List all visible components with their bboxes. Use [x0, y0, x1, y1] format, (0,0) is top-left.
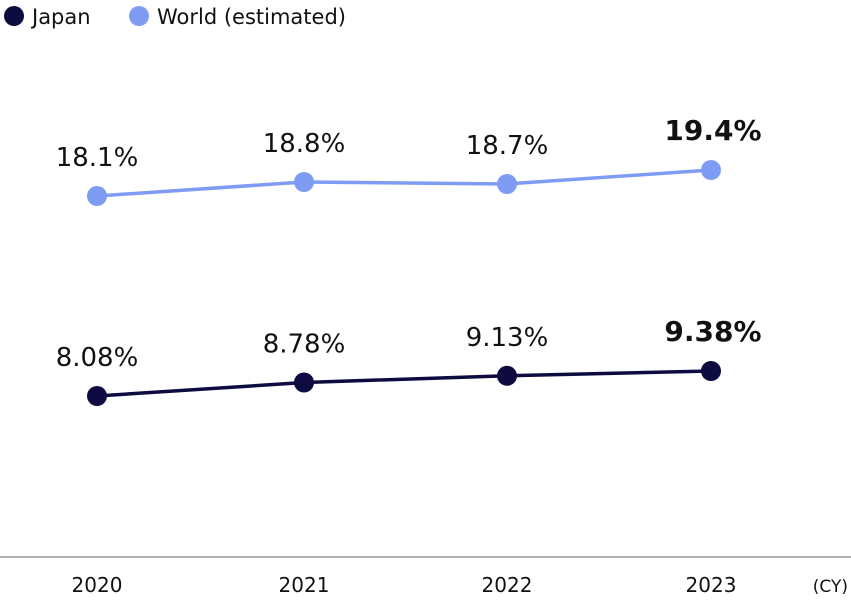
legend-item-world: World (estimated) — [129, 5, 346, 29]
series-world: 18.1% 18.8% 18.7% 19.4% — [56, 114, 762, 206]
legend: Japan World (estimated) — [4, 5, 346, 29]
x-tick-label-2022: 2022 — [482, 573, 533, 597]
data-point-japan-2020 — [87, 386, 107, 406]
data-label-world-2020: 18.1% — [56, 143, 139, 173]
legend-label: World (estimated) — [157, 5, 346, 29]
x-tick-label-2021: 2021 — [279, 573, 330, 597]
data-label-japan-2023: 9.38% — [664, 315, 761, 348]
legend-marker — [129, 6, 149, 26]
series-line-japan — [96, 369, 712, 398]
legend-item-japan: Japan — [4, 5, 91, 29]
data-point-japan-2022 — [497, 365, 517, 386]
series-line-world — [96, 168, 712, 198]
data-point-world-2023 — [701, 160, 721, 180]
data-label-world-2023: 19.4% — [664, 114, 761, 147]
x-axis-ticks: 2020 2021 2022 2023 — [72, 573, 737, 597]
x-tick-label-2020: 2020 — [72, 573, 123, 597]
x-tick-label-2023: 2023 — [686, 573, 737, 597]
data-point-japan-2021 — [294, 372, 314, 393]
series-layer: 8.08% 8.78% 9.13% 9.38% 18.1% 18.8% 18.7% 19.4% — [56, 114, 762, 406]
data-label-world-2022: 18.7% — [466, 131, 549, 161]
legend-marker — [4, 6, 24, 26]
data-point-world-2021 — [294, 172, 314, 192]
data-label-japan-2022: 9.13% — [466, 323, 549, 353]
data-label-world-2021: 18.8% — [263, 129, 346, 159]
data-label-japan-2020: 8.08% — [56, 343, 139, 373]
series-japan: 8.08% 8.78% 9.13% 9.38% — [56, 315, 762, 406]
data-point-world-2022 — [497, 174, 517, 194]
x-axis-unit-label: (CY) — [813, 577, 848, 597]
data-label-japan-2021: 8.78% — [263, 330, 346, 360]
data-point-japan-2023 — [701, 361, 721, 381]
data-point-world-2020 — [87, 186, 107, 206]
legend-label: Japan — [30, 5, 91, 29]
